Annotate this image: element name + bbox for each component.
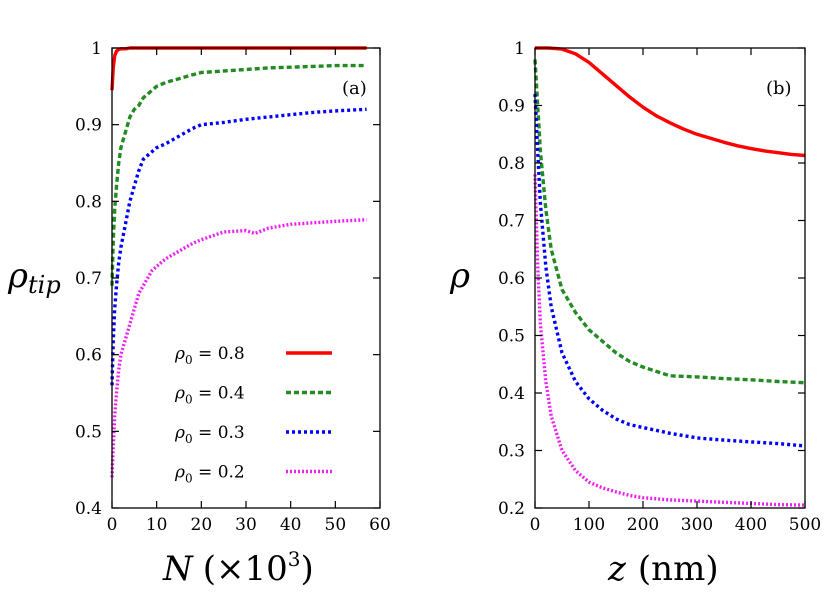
legend-label-main: ρ [174,463,185,483]
x-tick-label: 400 [735,515,767,535]
legend-label-main: ρ [174,344,185,364]
panel-a-xlabel-suffix: (×10 [203,549,288,589]
y-tick-label: 0.5 [75,422,102,442]
series-line-1 [110,63,367,286]
y-tick-label: 0.6 [75,346,102,366]
series-line-0 [535,46,806,158]
series-line-3 [533,174,806,507]
y-tick-label: 0.8 [75,192,102,212]
panel-a-xlabel-close: ) [301,549,314,589]
panel-a-label: (a) [342,78,367,99]
panel-a-frame [111,47,381,509]
series-line-1 [533,59,806,385]
legend-label-sub: 0 [185,393,193,407]
panel-b-frame [534,47,806,509]
series-line-2 [110,107,367,386]
legend-label-2: ρ0 = 0.3 [174,423,245,446]
legend-label-sub: 0 [185,472,193,486]
panel-b-xlabel: z (nm) [607,549,719,589]
panel-a-ticks: 0 10 20 30 40 50 60 0.4 0.5 0.6 0.7 0.8 0.9 1 [75,39,391,535]
x-tick-label: 60 [369,515,391,535]
x-tick-label: 0 [530,515,541,535]
legend-label-main: ρ [174,384,185,404]
panel-b-xlabel-unit: (nm) [638,549,719,589]
legend-label-1: ρ0 = 0.4 [174,384,245,407]
panel-b-series-group [533,46,806,507]
y-tick-label: 1 [514,39,525,59]
series-line-2 [533,93,806,448]
legend-label-value: = 0.2 [193,463,245,483]
panel-a-ylabel: ρtip [7,256,61,299]
panel-a-ylabel-main: ρ [7,256,28,296]
y-tick-label: 0.8 [498,154,525,174]
x-tick-label: 500 [789,515,821,535]
x-tick-label: 30 [235,515,257,535]
x-tick-label: 200 [627,515,659,535]
x-tick-label: 10 [146,515,168,535]
y-tick-label: 0.7 [75,269,102,289]
panel-b-ticks: 0 100 200 300 400 500 0.2 0.3 0.4 0.5 0.6 0.7 0.8 0.9… [498,39,821,535]
panel-a-ylabel-sub: tip [28,271,61,299]
panel-b: 0 100 200 300 400 500 0.2 0.3 0.4 0.5 0.6 0.7 0.8 0.9… [449,39,821,589]
y-tick-label: 0.2 [498,499,525,519]
x-tick-label: 100 [573,515,605,535]
legend-label-sub: 0 [185,432,193,446]
legend-label-main: ρ [174,423,185,443]
y-tick-label: 0.9 [498,97,525,117]
y-tick-label: 0.5 [498,327,525,347]
y-tick-label: 0.7 [498,212,525,232]
legend-label-value: = 0.4 [193,384,245,404]
legend-label-0: ρ0 = 0.8 [174,344,245,367]
y-tick-label: 1 [91,39,102,59]
panel-b-label: (b) [766,78,792,99]
legend-label-sub: 0 [185,353,193,367]
panel-a: 0 10 20 30 40 50 600.40.50.60.70.80.91 (a) ρti… [7,39,391,589]
panel-a-xlabel-exp: 3 [288,547,301,571]
series-line-3 [110,218,367,478]
y-tick-label: 0.6 [498,269,525,289]
x-tick-label: 20 [191,515,213,535]
panel-a-series-group [110,46,367,478]
y-tick-label: 0.4 [498,384,525,404]
panel-a-xlabel-main: N [162,549,194,589]
panel-a-legend: ρ0 = 0.8ρ0 = 0.4ρ0 = 0.3ρ0 = 0.2 [174,344,332,486]
y-tick-label: 0.9 [75,116,102,136]
panel-b-ylabel: ρ [449,256,470,296]
x-tick-label: 50 [325,515,347,535]
y-tick-label: 0.3 [498,442,525,462]
panel-b-xlabel-main: z [607,549,627,589]
x-tick-label: 300 [681,515,713,535]
y-tick-label: 0.4 [75,499,102,519]
x-tick-label: 0 [107,515,118,535]
legend-label-value: = 0.8 [193,344,245,364]
panel-a-xlabel: N (×103) [162,547,314,589]
x-tick-label: 40 [280,515,302,535]
legend-label-3: ρ0 = 0.2 [174,463,245,486]
legend-label-value: = 0.3 [193,423,245,443]
